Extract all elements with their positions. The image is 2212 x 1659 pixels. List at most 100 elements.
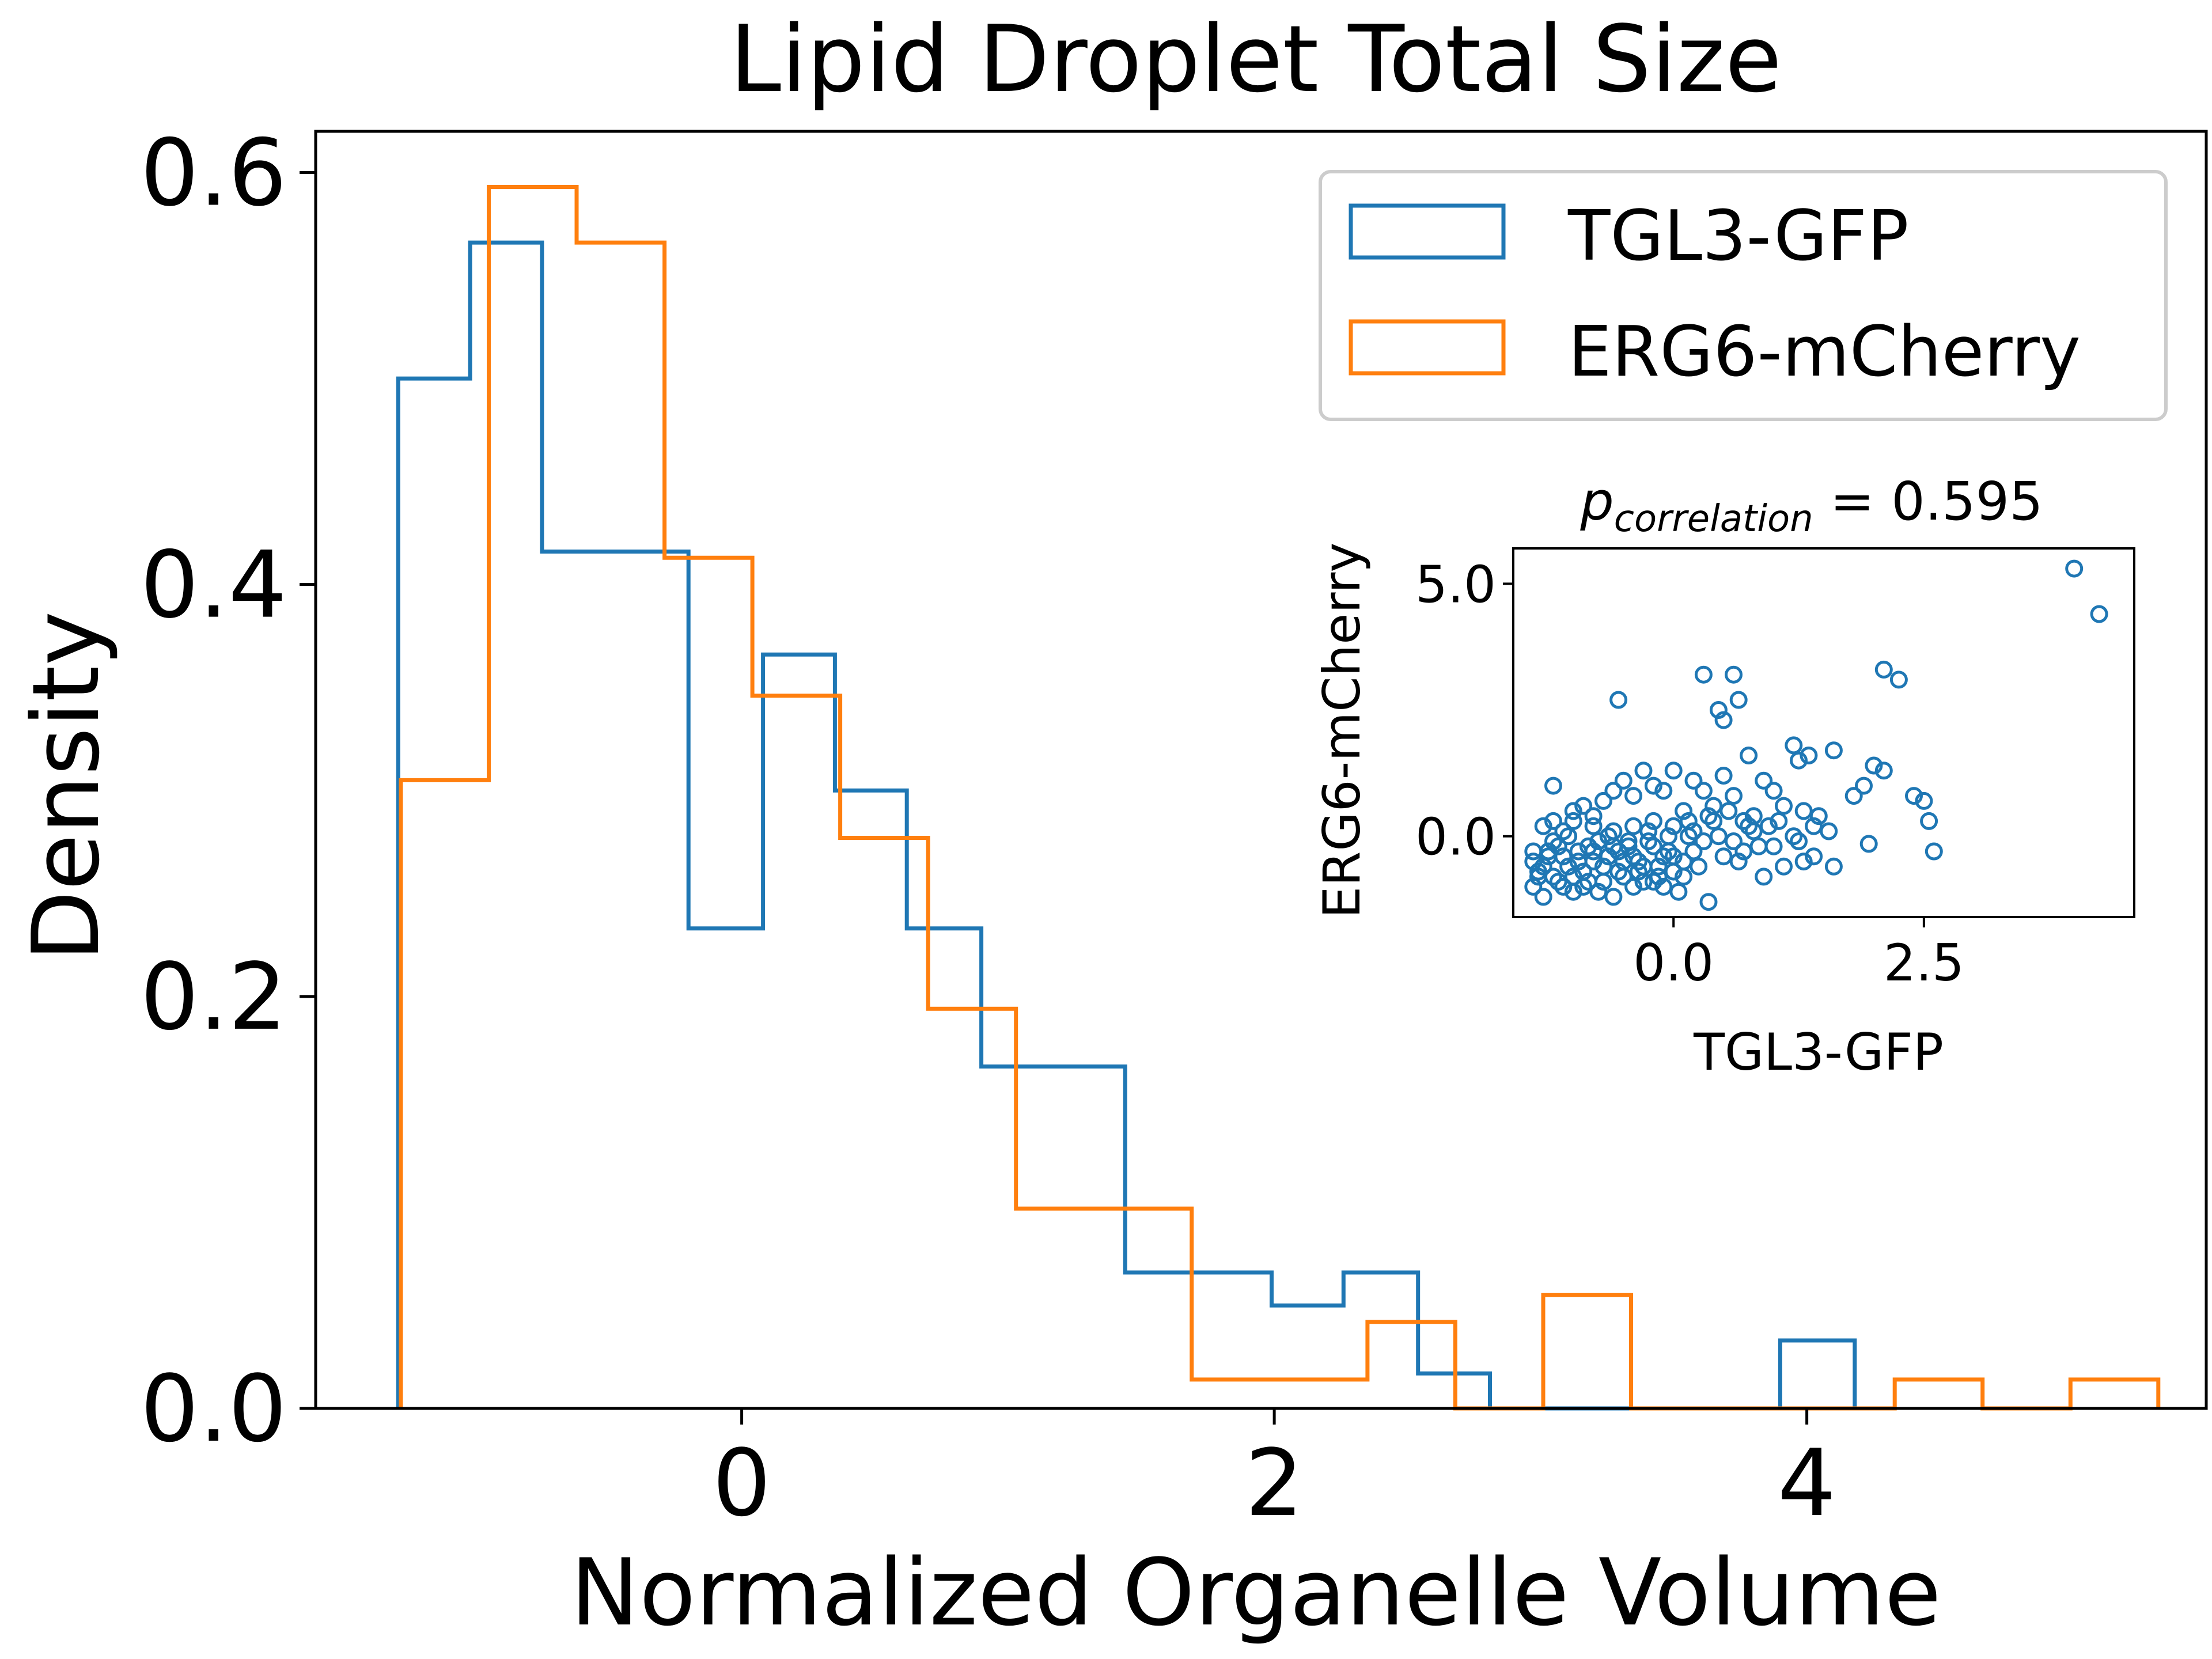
scatter-point <box>1734 842 1753 861</box>
inset-x-tick-label: 2.5 <box>1884 933 1964 993</box>
inset-ticks: 0.0 2.5 0.0 5.0 <box>1415 555 1964 993</box>
scatter-point <box>1609 691 1628 709</box>
scatter-point <box>1694 665 1713 684</box>
scatter-point <box>1694 832 1713 850</box>
scatter-point <box>1729 853 1748 871</box>
scatter-point <box>1740 747 1758 764</box>
scatter-point <box>1654 877 1673 896</box>
scatter-point <box>1644 777 1662 795</box>
scatter-point <box>1624 877 1643 896</box>
scatter-point <box>1644 812 1662 830</box>
y-tick-label: 0.6 <box>141 119 287 227</box>
scatter-point <box>1790 832 1808 850</box>
scatter-point <box>1649 868 1668 886</box>
inset-title: pcorrelation = 0.595 <box>1580 471 2043 540</box>
inset-axes <box>1512 547 2135 918</box>
scatter-point <box>1584 807 1603 825</box>
inset-points <box>1524 559 2108 911</box>
scatter-point <box>1699 893 1718 911</box>
scatter-point <box>1569 853 1588 871</box>
inset-y-label: ERG6-mCherry <box>1312 543 1372 919</box>
scatter-point <box>1554 877 1573 896</box>
scatter-point <box>1725 787 1743 805</box>
scatter-point <box>1544 832 1562 850</box>
inset-title-sub: correlation <box>1614 498 1813 540</box>
scatter-point <box>1820 822 1838 840</box>
scatter-point <box>1634 762 1653 780</box>
scatter-point <box>1604 888 1623 906</box>
scatter-point <box>1589 832 1608 850</box>
scatter-point <box>1599 847 1618 866</box>
scatter-point <box>1865 756 1883 775</box>
scatter-point <box>1554 847 1573 866</box>
scatter-point <box>1534 817 1552 835</box>
scatter-point <box>1624 787 1643 805</box>
scatter-point <box>1609 842 1628 861</box>
scatter-point <box>1755 771 1773 790</box>
legend-swatch-tgl3 <box>1349 203 1506 260</box>
scatter-point <box>1824 741 1843 760</box>
inset-title-value: = 0.595 <box>1813 471 2043 532</box>
scatter-point <box>1874 762 1893 780</box>
scatter-point <box>1705 812 1723 830</box>
scatter-point <box>2065 559 2084 578</box>
scatter-point <box>1589 882 1608 901</box>
scatter-point <box>1534 857 1552 876</box>
scatter-point <box>1694 782 1713 800</box>
scatter-point <box>1654 782 1673 800</box>
scatter-point <box>1709 827 1728 846</box>
scatter-point <box>1800 747 1818 764</box>
legend: TGL3-GFP ERG6-mCherry <box>1319 170 2168 421</box>
inset-axes-frame <box>1512 547 2135 918</box>
scatter-point <box>1609 862 1628 881</box>
scatter-point <box>1624 847 1643 866</box>
scatter-point <box>1649 857 1668 876</box>
x-tick-label: 4 <box>1778 1429 1836 1537</box>
scatter-point <box>1579 873 1597 891</box>
inset-y-tick-label: 5.0 <box>1415 555 1496 614</box>
scatter-point <box>1599 827 1618 846</box>
inset-x-tick-label: 0.0 <box>1633 933 1714 993</box>
scatter-point <box>1675 868 1693 886</box>
scatter-point <box>1805 817 1823 835</box>
scatter-point <box>1604 837 1623 855</box>
scatter-point <box>1925 842 1943 861</box>
scatter-point <box>1684 771 1703 790</box>
scatter-point <box>1614 853 1633 871</box>
scatter-point <box>1664 762 1683 780</box>
scatter-point <box>1699 807 1718 825</box>
scatter-point <box>1564 812 1582 830</box>
scatter-point <box>1785 736 1803 755</box>
scatter-point <box>1529 868 1547 886</box>
scatter-point <box>1775 797 1793 815</box>
scatter-point <box>1679 812 1698 830</box>
scatter-point <box>1594 857 1612 876</box>
scatter-point <box>1604 782 1623 800</box>
scatter-point <box>1794 802 1813 820</box>
scatter-point <box>1534 888 1552 906</box>
scatter-point <box>1725 665 1743 684</box>
scatter-point <box>1584 817 1603 835</box>
scatter-point <box>1549 873 1567 891</box>
scatter-point <box>1624 817 1643 835</box>
inset-y-tick-label: 0.0 <box>1415 808 1496 867</box>
scatter-point <box>1714 767 1733 785</box>
scatter-point <box>1874 660 1893 679</box>
scatter-point <box>1664 847 1683 866</box>
scatter-point <box>1805 847 1823 866</box>
scatter-point <box>1790 751 1808 770</box>
scatter-point <box>1654 847 1673 866</box>
scatter-point <box>1644 873 1662 891</box>
scatter-point <box>1669 882 1688 901</box>
scatter-point <box>1634 873 1653 891</box>
scatter-point <box>1559 827 1578 846</box>
scatter-point <box>1740 817 1758 835</box>
scatter-point <box>1675 802 1693 820</box>
scatter-point <box>1660 827 1677 846</box>
chart-title: Lipid Droplet Total Size <box>730 5 1782 113</box>
scatter-point <box>1644 837 1662 855</box>
scatter-point <box>1770 812 1788 830</box>
scatter-point <box>1594 791 1612 810</box>
scatter-point <box>1639 822 1658 840</box>
